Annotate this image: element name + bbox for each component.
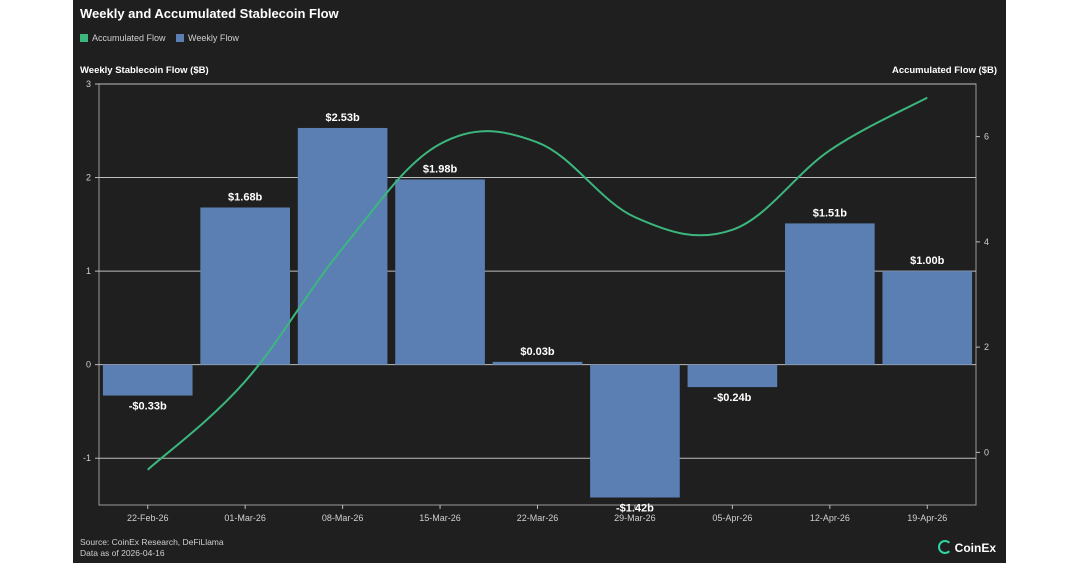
legend-swatch-weekly (176, 34, 185, 42)
brand-name: CoinEx (954, 541, 996, 555)
bar (102, 364, 193, 396)
legend-item-accumulated: Accumulated Flow (80, 33, 166, 43)
footer: Source: CoinEx Research, DeFiLlama Data … (80, 537, 224, 559)
x-tick-label: 08-Mar-26 (322, 513, 364, 523)
data-label: $1.98b (423, 163, 458, 175)
data-label: $2.53b (325, 112, 360, 124)
chart-plot: -1 0 1 2 3 0 2 4 6 -$0.33b $1.68b $2.53b $1.98b $0.03… (83, 79, 989, 523)
y-axis-right-title: Accumulated Flow ($B) (891, 65, 997, 76)
y-tick-label-right: 2 (984, 342, 989, 352)
y-tick-label-left: 1 (86, 266, 91, 276)
y-tick-label-right: 0 (984, 447, 989, 457)
x-tick-label: 12-Apr-26 (810, 513, 850, 523)
chart-panel: Weekly and Accumulated Stablecoin Flow A… (73, 0, 1006, 563)
bar (492, 361, 583, 365)
x-tick-label: 19-Apr-26 (907, 513, 947, 523)
x-tick-label: 22-Feb-26 (127, 513, 169, 523)
data-label: $0.03b (520, 346, 555, 358)
data-label: $1.51b (813, 207, 848, 219)
bar (297, 127, 388, 365)
x-tick-label: 29-Mar-26 (614, 513, 656, 523)
source-note: Source: CoinEx Research, DeFiLlama (80, 537, 224, 547)
y-tick-label-left: 3 (86, 79, 91, 89)
bar (590, 364, 680, 498)
x-tick-label: 01-Mar-26 (224, 513, 266, 523)
bar (687, 364, 778, 388)
y-tick-label-right: 6 (984, 132, 989, 142)
bar (882, 271, 973, 365)
data-label: $1.68b (228, 191, 263, 203)
y-tick-label-left: 0 (86, 360, 91, 370)
data-label: -$0.33b (129, 401, 167, 413)
legend-label-accumulated: Accumulated Flow (92, 33, 166, 43)
bar (395, 179, 485, 365)
x-tick-label: 15-Mar-26 (419, 513, 461, 523)
y-axis-left-title: Weekly Stablecoin Flow ($B) (80, 65, 209, 76)
legend-label-weekly: Weekly Flow (188, 33, 239, 43)
bar (785, 223, 875, 365)
date-note: Data as of 2026-04-16 (80, 548, 165, 558)
x-tick-label: 22-Mar-26 (517, 513, 559, 523)
chart-title: Weekly and Accumulated Stablecoin Flow (80, 6, 339, 21)
bar (200, 207, 290, 365)
legend-swatch-accumulated (80, 34, 88, 42)
data-label: $1.00b (910, 255, 945, 267)
data-label: -$0.24b (713, 392, 751, 404)
coinex-logo-icon (937, 540, 952, 554)
legend-item-weekly: Weekly Flow (176, 33, 239, 43)
accumulated-flow-line (147, 96, 928, 471)
x-tick-label: 05-Apr-26 (712, 513, 752, 523)
y-tick-label-left: -1 (83, 453, 91, 463)
brand-logo: CoinEx (937, 540, 996, 555)
legend: Accumulated Flow Weekly Flow (80, 33, 247, 45)
y-tick-label-left: 2 (86, 173, 91, 183)
y-tick-label-right: 4 (984, 237, 989, 247)
